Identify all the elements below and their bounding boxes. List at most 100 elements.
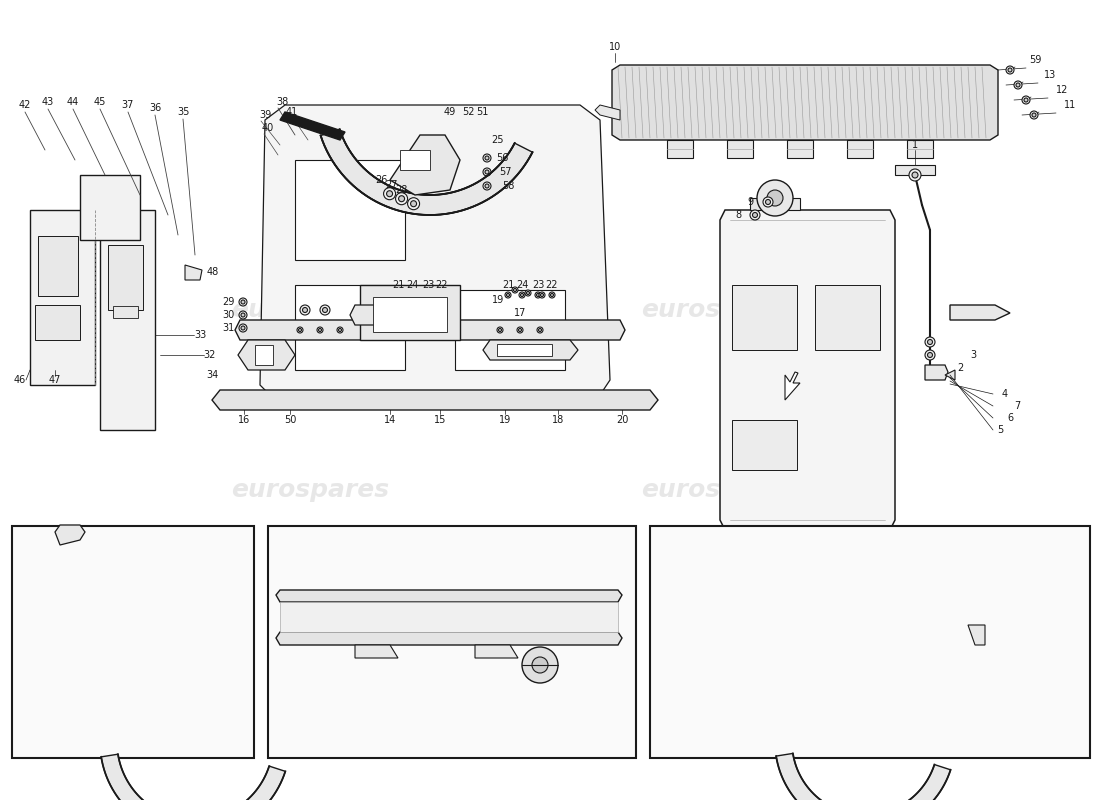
- Circle shape: [1030, 111, 1038, 119]
- Circle shape: [525, 290, 531, 296]
- Circle shape: [952, 601, 965, 615]
- Bar: [35, 305, 80, 340]
- Bar: [360, 285, 460, 340]
- Polygon shape: [950, 305, 1010, 320]
- Circle shape: [676, 598, 683, 606]
- Bar: [113, 306, 138, 318]
- Text: 30: 30: [18, 610, 30, 620]
- Circle shape: [412, 178, 417, 182]
- Text: Valid till...see description: Valid till...see description: [363, 734, 541, 746]
- Text: 44: 44: [67, 97, 79, 107]
- Circle shape: [322, 307, 328, 313]
- Polygon shape: [483, 340, 578, 360]
- Circle shape: [396, 289, 399, 291]
- Bar: [268, 526, 636, 758]
- Circle shape: [410, 294, 414, 297]
- Bar: [295, 285, 405, 370]
- Text: 54: 54: [656, 565, 668, 575]
- Text: eurospares: eurospares: [641, 298, 799, 322]
- Text: 22: 22: [436, 280, 449, 290]
- Polygon shape: [786, 140, 813, 158]
- Circle shape: [428, 180, 432, 184]
- Circle shape: [425, 292, 431, 298]
- Polygon shape: [895, 165, 935, 175]
- Circle shape: [752, 213, 758, 218]
- Polygon shape: [235, 320, 625, 340]
- Bar: [280, 602, 618, 632]
- Circle shape: [35, 610, 45, 620]
- Text: 7: 7: [1014, 401, 1020, 411]
- Text: 25: 25: [213, 540, 227, 550]
- Polygon shape: [390, 135, 460, 195]
- Text: 19: 19: [492, 295, 504, 305]
- Circle shape: [927, 339, 933, 345]
- Circle shape: [522, 647, 558, 683]
- Circle shape: [540, 294, 543, 297]
- Polygon shape: [475, 645, 518, 658]
- Circle shape: [424, 294, 427, 297]
- Circle shape: [550, 294, 553, 297]
- Text: 10: 10: [444, 542, 456, 552]
- Circle shape: [395, 287, 402, 293]
- Circle shape: [422, 292, 428, 298]
- Bar: [732, 285, 798, 350]
- Circle shape: [1032, 113, 1036, 117]
- Circle shape: [319, 329, 321, 331]
- Circle shape: [713, 611, 719, 618]
- Bar: [108, 245, 143, 310]
- Text: 21: 21: [851, 565, 865, 575]
- Circle shape: [337, 327, 343, 333]
- Polygon shape: [720, 210, 895, 530]
- Text: 24: 24: [406, 280, 418, 290]
- Circle shape: [384, 188, 396, 200]
- Text: 13: 13: [1044, 70, 1056, 80]
- Text: Valid till Ass. Nr. 40979: Valid till Ass. Nr. 40979: [789, 734, 952, 746]
- Circle shape: [317, 327, 323, 333]
- Polygon shape: [212, 390, 658, 410]
- Circle shape: [967, 608, 981, 622]
- Polygon shape: [276, 590, 622, 602]
- Text: 25: 25: [492, 135, 504, 145]
- Circle shape: [1024, 98, 1029, 102]
- Circle shape: [519, 292, 525, 298]
- Text: 53: 53: [689, 565, 701, 575]
- Circle shape: [512, 287, 518, 293]
- Text: 30: 30: [222, 310, 234, 320]
- Polygon shape: [968, 625, 984, 645]
- Text: 40: 40: [262, 123, 274, 133]
- Text: 14: 14: [384, 415, 396, 425]
- Text: eurospares: eurospares: [231, 298, 389, 322]
- Circle shape: [241, 326, 245, 330]
- Circle shape: [35, 595, 45, 605]
- Text: 28: 28: [395, 185, 408, 194]
- Text: 23: 23: [421, 280, 434, 290]
- Text: 6: 6: [1006, 413, 1013, 423]
- Polygon shape: [908, 140, 933, 158]
- Circle shape: [410, 291, 414, 294]
- Circle shape: [537, 294, 539, 297]
- Circle shape: [320, 305, 330, 315]
- Text: 26: 26: [375, 174, 388, 185]
- Text: 33: 33: [194, 330, 206, 340]
- Circle shape: [339, 329, 341, 331]
- Text: 32: 32: [204, 350, 217, 360]
- Circle shape: [396, 294, 399, 297]
- Circle shape: [518, 329, 521, 331]
- Circle shape: [532, 657, 548, 673]
- Polygon shape: [55, 525, 85, 545]
- Circle shape: [750, 210, 760, 220]
- Text: 19: 19: [499, 415, 512, 425]
- Text: 9: 9: [747, 197, 754, 207]
- Bar: [255, 345, 273, 365]
- Circle shape: [549, 292, 556, 298]
- Circle shape: [925, 350, 935, 360]
- Circle shape: [410, 201, 417, 206]
- Circle shape: [395, 292, 402, 298]
- Circle shape: [527, 291, 529, 294]
- Polygon shape: [777, 754, 950, 800]
- Polygon shape: [785, 372, 800, 400]
- Polygon shape: [80, 175, 140, 240]
- Circle shape: [396, 193, 408, 205]
- Circle shape: [241, 300, 245, 304]
- Polygon shape: [727, 140, 754, 158]
